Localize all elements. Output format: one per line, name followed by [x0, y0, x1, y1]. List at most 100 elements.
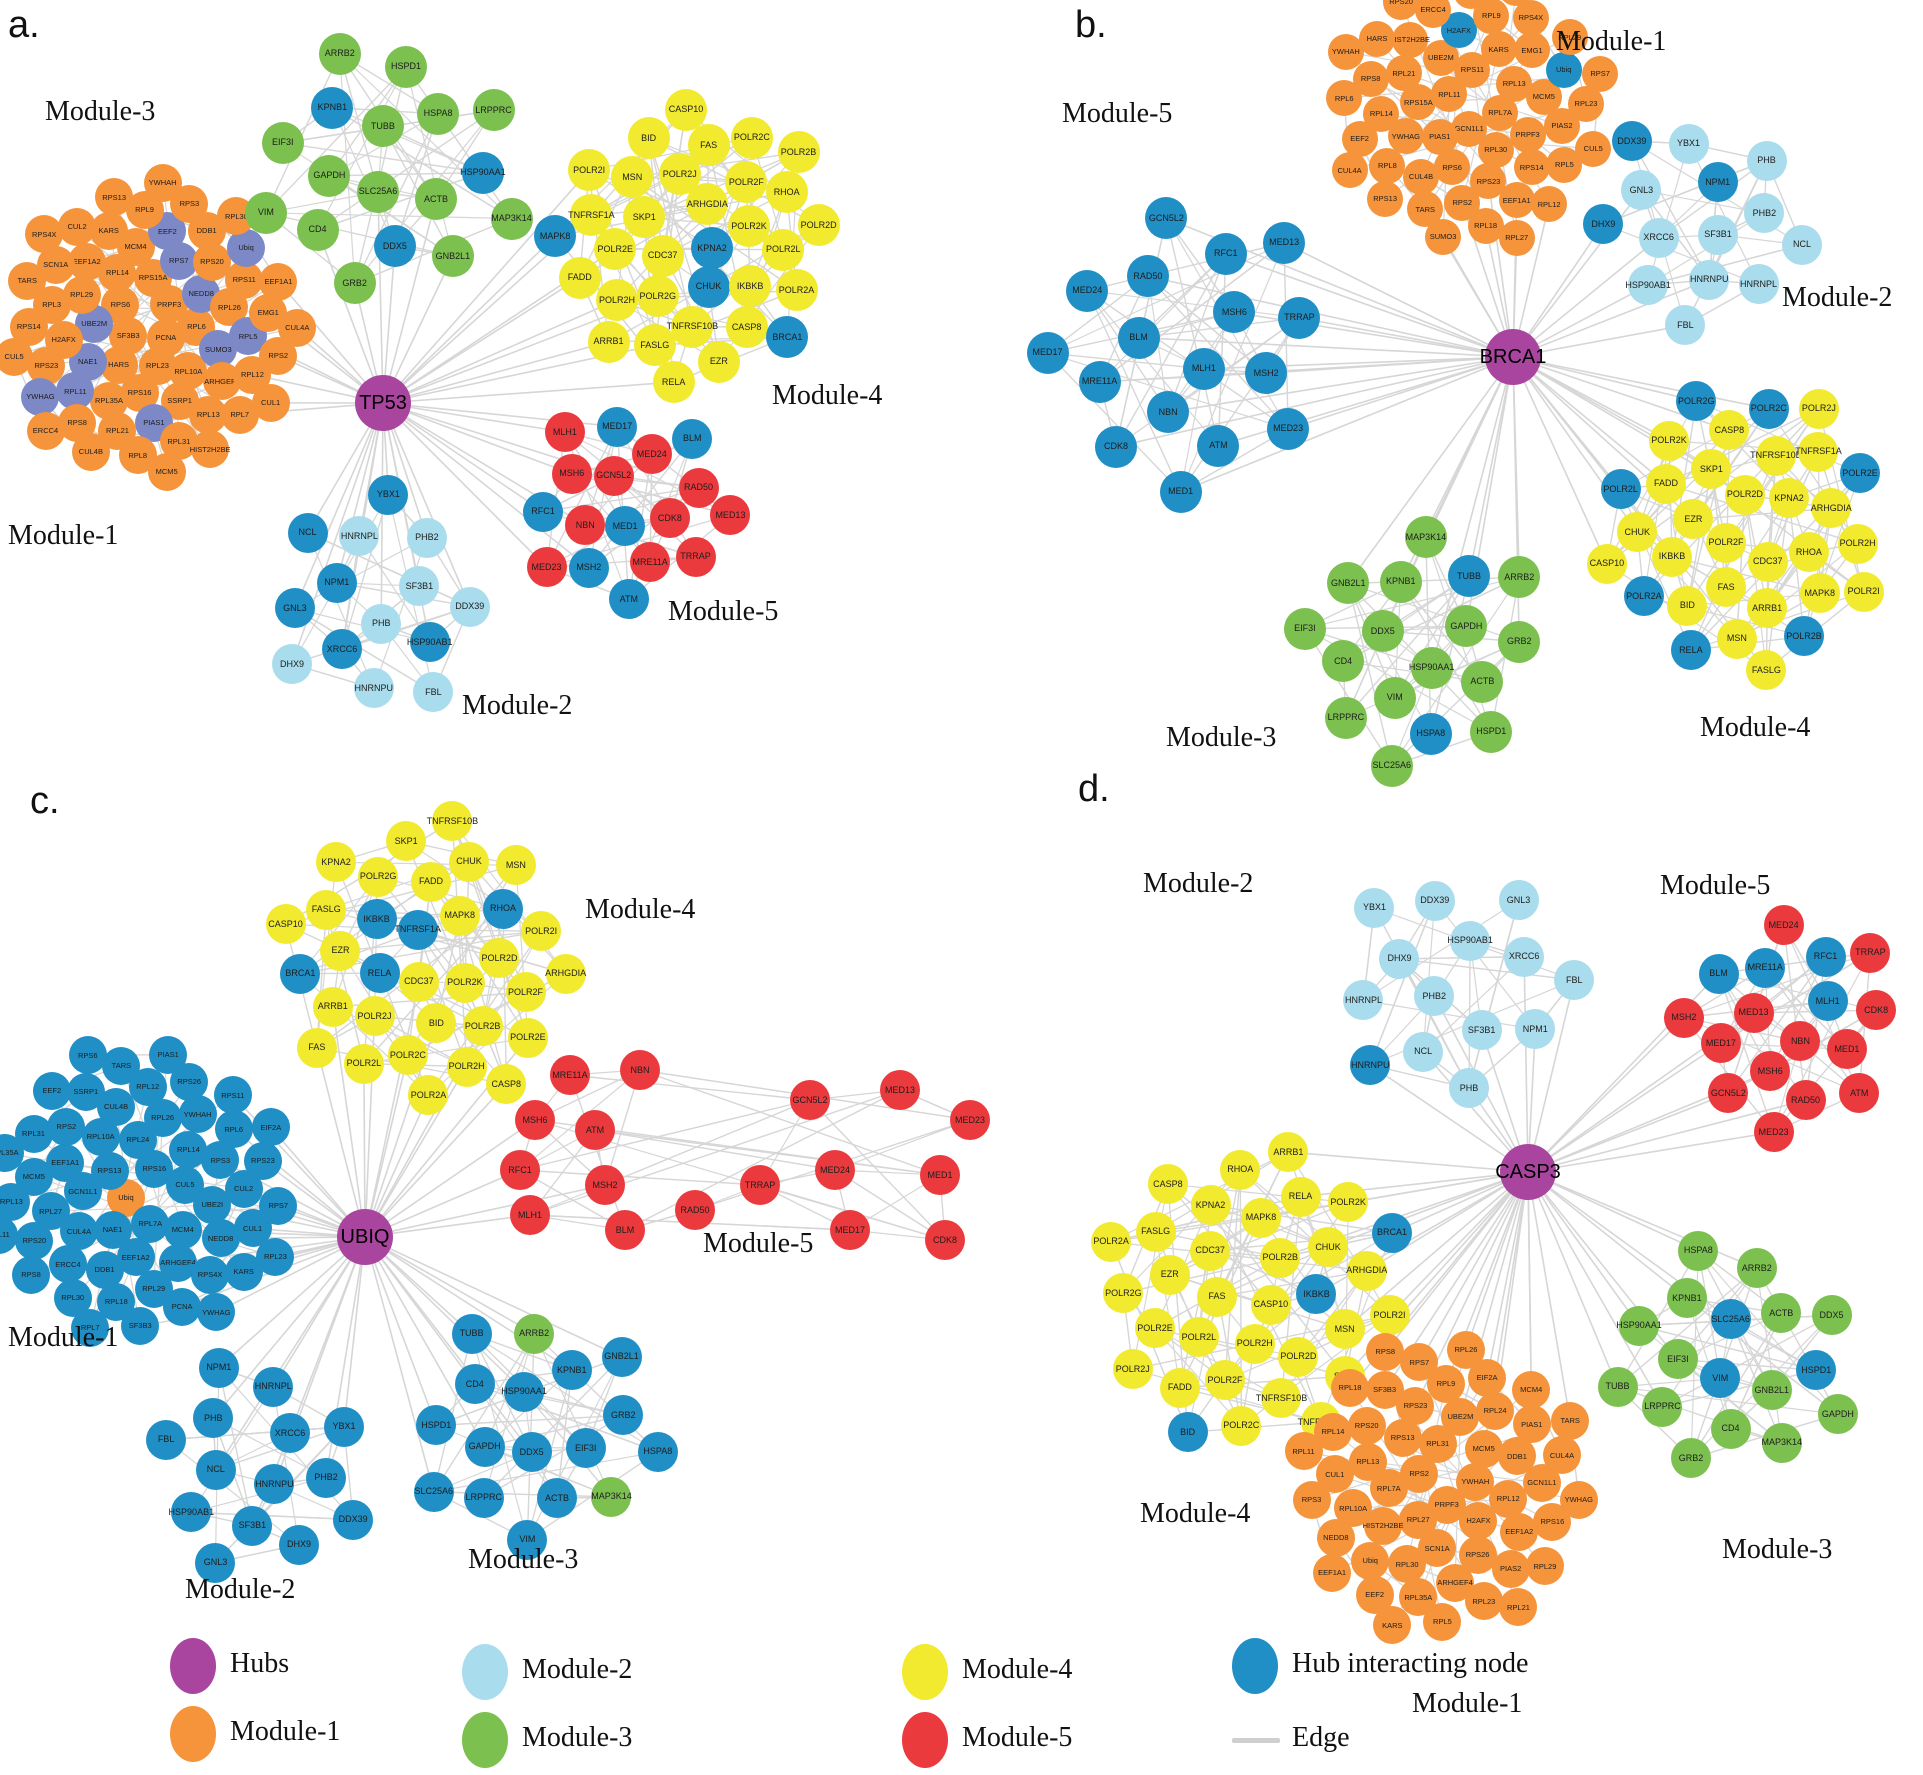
protein-node-label: RPL29 [1533, 1561, 1557, 1571]
protein-node: RELA [652, 361, 695, 404]
protein-node: POLR2E [594, 228, 637, 271]
edge [1347, 583, 1393, 766]
protein-node-label: RPL12 [1537, 199, 1561, 209]
protein-node: YWHAG [1559, 1480, 1598, 1519]
protein-node-label: SCN1A [43, 260, 69, 270]
protein-node: HNRNPU [254, 1464, 295, 1505]
protein-node-label: DDX39 [455, 601, 485, 612]
protein-node-label: CUL1 [242, 1223, 263, 1233]
protein-node: MED24 [631, 434, 672, 475]
protein-node: POLR2H [1234, 1323, 1275, 1364]
legend-label-edge: Edge [1292, 1722, 1350, 1753]
protein-node-label: EEF1A2 [72, 256, 101, 266]
protein-node: TUBB [451, 1313, 492, 1354]
protein-node-label: RPS7 [169, 256, 189, 266]
protein-node: DHX9 [271, 644, 312, 685]
protein-node-label: SUMO3 [204, 344, 232, 354]
edge [1283, 242, 1289, 429]
protein-node-label: PHB2 [415, 532, 439, 543]
edge [294, 402, 384, 609]
protein-node: ATM [1839, 1073, 1880, 1114]
protein-node-label: SLC25A6 [1711, 1313, 1750, 1324]
edge [1756, 1268, 1839, 1415]
protein-node: DDX5 [373, 225, 416, 268]
protein-node-label: DDB1 [1506, 1451, 1527, 1461]
protein-node-label: MCM4 [1520, 1385, 1543, 1395]
protein-node: HSP90AB1 [1447, 920, 1493, 961]
protein-node-label: MED13 [1269, 237, 1300, 248]
protein-node-label: RPL11 [64, 386, 87, 396]
protein-node-label: RPS7 [1590, 68, 1610, 78]
protein-node-label: RPL18 [1338, 1383, 1362, 1393]
protein-node: RPL5 [1546, 146, 1583, 183]
protein-node: RELA [1670, 630, 1711, 671]
protein-node: EEF1A1 [1313, 1553, 1352, 1592]
protein-node: RPL13 [1348, 1442, 1387, 1481]
protein-node-label: DHX9 [1591, 218, 1616, 229]
protein-node-label: POLR2C [389, 1049, 426, 1060]
edge [405, 66, 513, 219]
edge [1225, 253, 1514, 358]
edge [470, 1333, 533, 1453]
protein-node-label: NPM1 [1705, 176, 1731, 187]
protein-node-label: LRPPRC [465, 1492, 502, 1503]
protein-node: VIM [1700, 1358, 1741, 1399]
protein-node: RPL30 [1477, 131, 1514, 168]
protein-node-label: MED13 [715, 509, 746, 520]
protein-node: LRPPRC [1324, 696, 1367, 739]
protein-node-label: RPS14 [16, 322, 41, 332]
protein-node: BLM [1117, 316, 1160, 359]
protein-node-label: DDX39 [1617, 135, 1647, 146]
protein-node-label: CASP8 [1153, 1178, 1183, 1189]
protein-node: NPM1 [1697, 162, 1738, 203]
protein-node-label: RPS23 [1403, 1401, 1428, 1411]
protein-node-label: EIF3I [574, 1442, 597, 1453]
protein-node-label: VIM [1386, 692, 1403, 703]
protein-node-label: POLR2K [447, 977, 483, 988]
protein-node: YBX1 [368, 474, 409, 515]
protein-node: POLR2C [1748, 388, 1789, 429]
protein-node: HSP90AA1 [1409, 646, 1454, 689]
edge [1115, 253, 1227, 448]
edge [1280, 1270, 1368, 1399]
protein-node-label: MCM5 [155, 467, 178, 477]
protein-node: RPL13 [0, 1182, 31, 1221]
protein-node-label: IKBKB [736, 280, 764, 291]
edge [382, 299, 618, 404]
protein-node: SF3B1 [399, 566, 440, 607]
protein-node-label: RPL14 [176, 1145, 200, 1155]
protein-node-label: POLR2D [800, 219, 837, 230]
protein-node: CUL4B [1403, 158, 1440, 195]
protein-node-label: HIST2H2BE [189, 444, 231, 454]
protein-node-label: RPL26 [217, 302, 241, 312]
protein-node-label: VIM [1712, 1372, 1729, 1383]
edge [382, 402, 573, 475]
module-label-d-module3: Module-3 [1722, 1534, 1833, 1565]
protein-node: CUL5 [0, 337, 34, 376]
protein-node-label: POLR2E [510, 1032, 546, 1043]
edge [1087, 289, 1300, 319]
protein-node: RPS4X [191, 1256, 230, 1295]
protein-node-label: MED23 [1758, 1126, 1789, 1137]
protein-node: POLR2D [1278, 1336, 1319, 1377]
protein-node: MED13 [880, 1070, 920, 1110]
protein-node: HNRNPL [1738, 264, 1779, 305]
protein-node: NPM1 [316, 562, 357, 603]
protein-node: RPL35A [0, 1134, 24, 1173]
edge [329, 171, 483, 177]
edge [382, 381, 674, 404]
protein-node-label: EEF1A1 [51, 1158, 80, 1168]
protein-node: YWHAH [1327, 33, 1364, 70]
protein-node-label: MCM5 [1532, 91, 1555, 101]
edge [1512, 356, 1608, 564]
protein-node-label: KPNA2 [1774, 492, 1804, 503]
protein-node-label: POLR2K [731, 220, 767, 231]
protein-node-label: EEF1A1 [264, 276, 293, 286]
protein-node: MLH1 [1182, 347, 1225, 390]
protein-node: FBL [413, 672, 454, 713]
protein-node-label: CD4 [308, 224, 327, 235]
protein-node-label: BID [1180, 1426, 1196, 1437]
protein-node-label: FADD [419, 876, 444, 887]
protein-node-label: FBL [425, 686, 442, 697]
protein-node: CUL4B [71, 433, 110, 472]
